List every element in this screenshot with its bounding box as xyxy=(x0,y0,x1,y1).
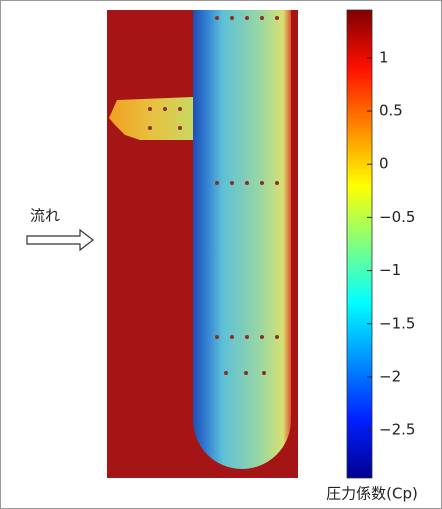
colorbar-tick-label: 0 xyxy=(379,155,389,173)
colorbar-tick-label: −1.5 xyxy=(379,314,415,332)
colorbar-tick-label: −2.5 xyxy=(379,421,415,439)
colorbar-tick-label: −1 xyxy=(379,261,401,279)
tab xyxy=(109,97,193,140)
colorbar-tick-label: 0.5 xyxy=(379,102,403,120)
colorbar-tick-label: −0.5 xyxy=(379,208,415,226)
pressure-taps xyxy=(148,16,279,375)
psp-image xyxy=(107,10,298,478)
plate xyxy=(193,10,291,469)
flow-arrow xyxy=(26,228,94,252)
colorbar-tick-label: 1 xyxy=(379,48,389,66)
colorbar-label: 圧力係数(Cp) xyxy=(326,485,418,503)
colorbar-tick-label: −2 xyxy=(379,367,401,385)
flow-label: 流れ xyxy=(30,207,60,225)
colorbar xyxy=(346,9,373,479)
